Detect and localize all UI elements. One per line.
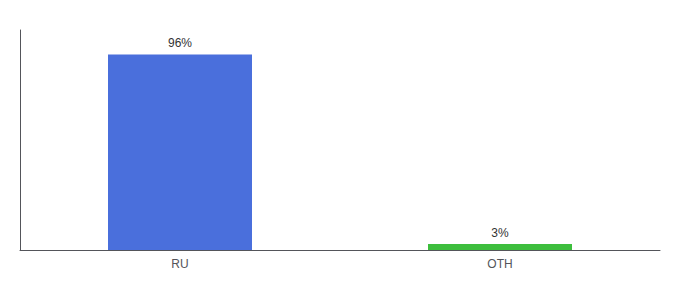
svg-text:96%: 96% [168, 36, 192, 50]
svg-text:OTH: OTH [487, 257, 512, 271]
svg-text:3%: 3% [491, 226, 509, 240]
svg-text:RU: RU [171, 257, 188, 271]
